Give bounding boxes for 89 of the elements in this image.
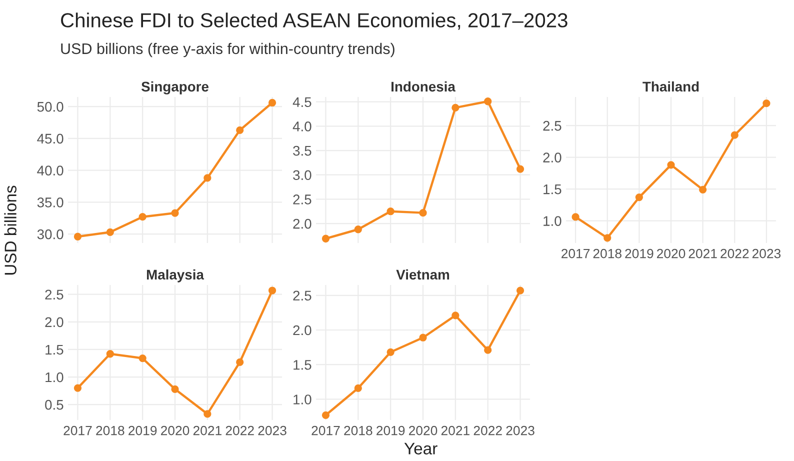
y-tick-label: 4.0 xyxy=(292,122,312,132)
x-tick-label: 2021 xyxy=(193,426,222,436)
text: Malaysia xyxy=(146,269,204,282)
point xyxy=(322,234,330,242)
y-tick-label: 2.0 xyxy=(543,152,562,162)
point xyxy=(236,126,244,134)
y-tick-label: 1.5 xyxy=(46,344,64,355)
x-tick-label: 2020 xyxy=(408,426,438,436)
point xyxy=(419,209,427,217)
point xyxy=(635,193,643,202)
point xyxy=(268,98,276,107)
y-tick-label: 3.5 xyxy=(293,146,312,156)
x-tick-label: 2023 xyxy=(752,248,781,258)
x-tick-label: 2023 xyxy=(506,426,534,436)
point xyxy=(452,104,460,112)
point xyxy=(667,161,675,169)
point xyxy=(106,228,114,236)
x-tick-label: 2018 xyxy=(96,426,124,436)
y-tick-label: 1.5 xyxy=(294,360,312,370)
y-tick-label: 2.5 xyxy=(543,120,562,131)
x-tick-label: 2021 xyxy=(688,248,717,258)
x-tick-label: 2022 xyxy=(226,426,254,436)
point xyxy=(106,350,114,358)
point xyxy=(516,165,524,173)
point xyxy=(484,98,492,106)
y-tick-label: 40.0 xyxy=(37,166,64,176)
x-tick-label: 2023 xyxy=(258,426,286,436)
point xyxy=(236,358,244,366)
y-tick-label: 0.5 xyxy=(45,400,64,410)
x-tick-label: 2020 xyxy=(656,248,686,258)
y-tick-label: 2.0 xyxy=(293,218,312,229)
point xyxy=(354,226,362,234)
x-tick-label: 2018 xyxy=(593,248,622,258)
x-tick-label: 2017 xyxy=(312,426,340,436)
y-tick-label: 1.0 xyxy=(544,216,562,226)
point xyxy=(354,384,362,392)
text: Thailand xyxy=(642,81,699,92)
point xyxy=(138,354,146,362)
point xyxy=(419,334,427,342)
y-tick-label: 2.5 xyxy=(293,290,312,301)
x-tick-label: 2021 xyxy=(441,426,470,436)
x-tick-label: 2019 xyxy=(376,426,405,436)
text: Vietnam xyxy=(396,269,450,280)
point xyxy=(386,208,394,216)
point xyxy=(452,312,460,320)
point xyxy=(204,410,212,418)
point xyxy=(268,286,276,294)
x-tick-label: 2022 xyxy=(720,248,749,258)
y-tick-label: 50.0 xyxy=(37,102,64,112)
y-tick-label: 2.0 xyxy=(293,325,312,336)
y-tick-label: 2.5 xyxy=(293,194,312,204)
point xyxy=(322,411,330,419)
y-tick-label: 1.5 xyxy=(544,184,562,194)
series-label: Indonesia xyxy=(392,81,456,92)
y-tick-label: 1.0 xyxy=(46,372,64,382)
chart-subtitle: USD billions (free y-axis for within-country trends) xyxy=(61,42,394,58)
x-tick-label: 2018 xyxy=(344,426,372,436)
point xyxy=(516,286,524,294)
point xyxy=(572,213,580,221)
y-tick-label: 30.0 xyxy=(37,229,64,240)
text: Singapore xyxy=(141,81,208,94)
x-axis-title: Year xyxy=(404,442,438,454)
x-tick-label: 2022 xyxy=(474,426,502,436)
x-tick-label: 2019 xyxy=(128,426,157,436)
point xyxy=(74,384,82,392)
point xyxy=(204,174,212,182)
point xyxy=(386,348,394,356)
y-tick-label: 35.0 xyxy=(37,198,64,208)
y-tick-label: 1.0 xyxy=(294,394,312,404)
y-tick-label: 2.0 xyxy=(45,317,64,328)
point xyxy=(171,385,179,393)
point xyxy=(171,209,179,217)
x-tick-label: 2020 xyxy=(160,426,190,436)
y-tick-label: 45.0 xyxy=(37,134,64,144)
point xyxy=(138,213,146,221)
chart-title: Chinese FDI to Selected ASEAN Economies, 2017–2023 xyxy=(61,12,568,30)
x-tick-label: 2017 xyxy=(562,248,590,258)
point xyxy=(74,232,82,240)
y-tick-label: 4.5 xyxy=(292,97,312,108)
y-tick-label: 2.5 xyxy=(45,290,64,300)
y-tick-label: 3.0 xyxy=(293,170,312,180)
y-axis-title: USD billions xyxy=(4,186,16,275)
point xyxy=(762,100,770,108)
point xyxy=(699,186,707,194)
point xyxy=(730,131,738,139)
x-tick-label: 2019 xyxy=(625,248,654,258)
point xyxy=(484,346,492,354)
x-tick-label: 2017 xyxy=(64,426,92,436)
point xyxy=(604,234,612,242)
